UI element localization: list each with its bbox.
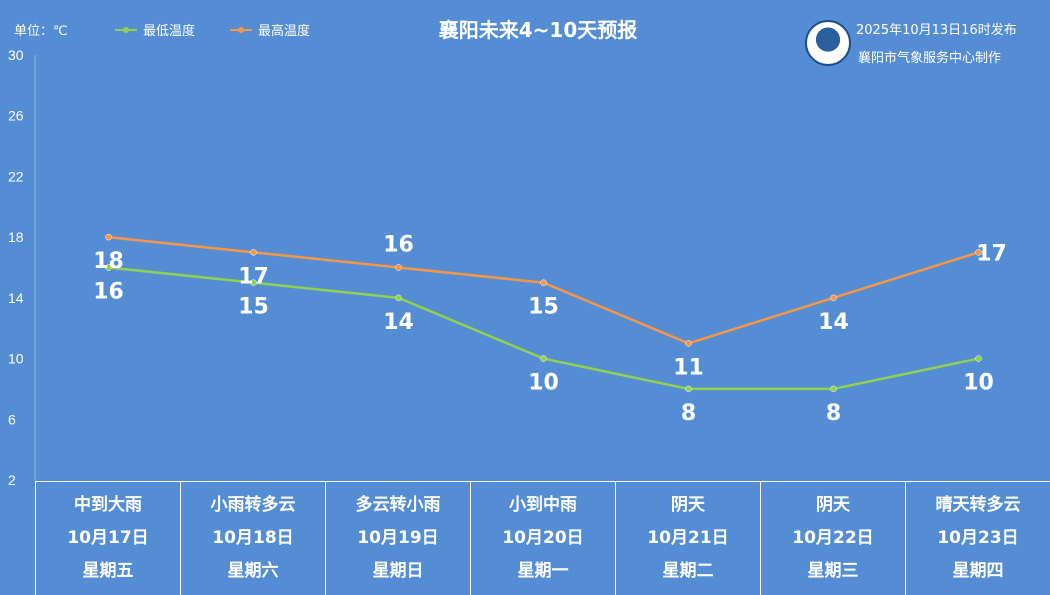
low-temp-label: 8 xyxy=(681,401,696,426)
day-weather: 小到中雨 xyxy=(509,495,577,515)
high-temp-label: 11 xyxy=(673,355,704,380)
high-temp-point xyxy=(540,279,547,286)
chart-title: 襄阳未来4~10天预报 xyxy=(438,18,638,42)
forecast-day: 晴天转多云 10月23日 星期四 xyxy=(906,482,1050,595)
high-temp-label: 15 xyxy=(528,295,559,320)
y-tick-label: 26 xyxy=(8,108,24,124)
high-temp-label: 14 xyxy=(818,310,849,335)
day-weather: 阴天 xyxy=(671,495,705,515)
low-temp-point xyxy=(975,355,982,362)
low-temp-point xyxy=(395,294,402,302)
day-weekday: 星期日 xyxy=(372,561,424,581)
day-weather: 中到大雨 xyxy=(74,495,142,515)
legend-low-label: 最低温度 xyxy=(143,24,196,39)
low-temp-label: 10 xyxy=(528,371,559,396)
low-temp-point xyxy=(540,355,547,362)
day-date: 10月17日 xyxy=(67,528,149,548)
low-temp-label: 14 xyxy=(383,310,414,335)
day-date: 10月23日 xyxy=(937,528,1019,548)
high-temp-point xyxy=(395,264,402,271)
unit-label: 单位：℃ xyxy=(14,24,68,39)
day-date: 10月20日 xyxy=(502,528,584,548)
y-tick-label: 22 xyxy=(8,168,24,184)
high-temp-point xyxy=(685,340,692,347)
forecast-table: 中到大雨 10月17日 星期五 小雨转多云 10月18日 星期六 多云转小雨 10月19日 星期… xyxy=(35,481,1050,595)
y-tick-label: 6 xyxy=(8,411,16,427)
high-temp-point xyxy=(105,233,112,241)
day-weekday: 星期三 xyxy=(807,561,859,581)
legend-high-line-icon xyxy=(230,26,252,33)
xiangyang-meteorology-logo-icon xyxy=(805,20,851,66)
high-temp-label: 18 xyxy=(93,249,124,274)
day-weekday: 星期六 xyxy=(227,561,279,581)
forecast-day: 小到中雨 10月20日 星期一 xyxy=(471,482,616,595)
low-temp-point xyxy=(830,385,837,393)
day-date: 10月18日 xyxy=(212,528,294,548)
y-tick-label: 30 xyxy=(8,47,24,63)
forecast-day: 阴天 10月22日 星期三 xyxy=(761,482,906,595)
day-date: 10月19日 xyxy=(357,528,439,548)
low-temp-label: 8 xyxy=(826,401,841,426)
day-weekday: 星期二 xyxy=(662,561,714,581)
day-date: 10月21日 xyxy=(647,528,729,548)
high-temp-point xyxy=(250,249,257,256)
day-weather: 小雨转多云 xyxy=(210,495,296,515)
forecast-day: 中到大雨 10月17日 星期五 xyxy=(36,482,181,595)
high-temp-point xyxy=(975,249,982,256)
forecast-day: 多云转小雨 10月19日 星期日 xyxy=(326,482,471,595)
high-temp-label: 17 xyxy=(238,264,269,289)
low-temp-label: 15 xyxy=(238,295,269,320)
day-weekday: 星期五 xyxy=(82,561,134,581)
y-tick-label: 14 xyxy=(8,290,24,306)
low-temp-label: 16 xyxy=(93,280,124,305)
low-temp-point xyxy=(105,264,112,271)
day-weather: 阴天 xyxy=(816,495,850,515)
legend-high-label: 最高温度 xyxy=(258,24,311,39)
y-tick-label: 10 xyxy=(8,351,24,367)
high-temp-label: 16 xyxy=(383,233,414,258)
forecast-day: 小雨转多云 10月18日 星期六 xyxy=(181,482,326,595)
day-weather: 多云转小雨 xyxy=(355,495,441,515)
forecast-day: 阴天 10月21日 星期二 xyxy=(616,482,761,595)
day-date: 10月22日 xyxy=(792,528,874,548)
legend-low-line-icon xyxy=(115,26,137,33)
legend-low: 最低温度 xyxy=(115,20,195,39)
day-weather: 晴天转多云 xyxy=(935,495,1021,515)
high-temp-point xyxy=(830,294,837,302)
low-temp-point xyxy=(685,385,692,393)
y-tick-label: 18 xyxy=(8,229,24,245)
legend-high: 最高温度 xyxy=(230,20,310,39)
day-weekday: 星期四 xyxy=(952,561,1004,581)
low-temp-point xyxy=(250,279,257,286)
day-weekday: 星期一 xyxy=(517,561,569,581)
low-temp-label: 10 xyxy=(963,371,994,396)
y-tick-label: 2 xyxy=(8,472,16,488)
publish-time: 2025年10月13日16时发布 xyxy=(856,23,1017,38)
high-temp-label: 17 xyxy=(976,241,1007,266)
maker-label: 襄阳市气象服务中心制作 xyxy=(858,51,1002,66)
